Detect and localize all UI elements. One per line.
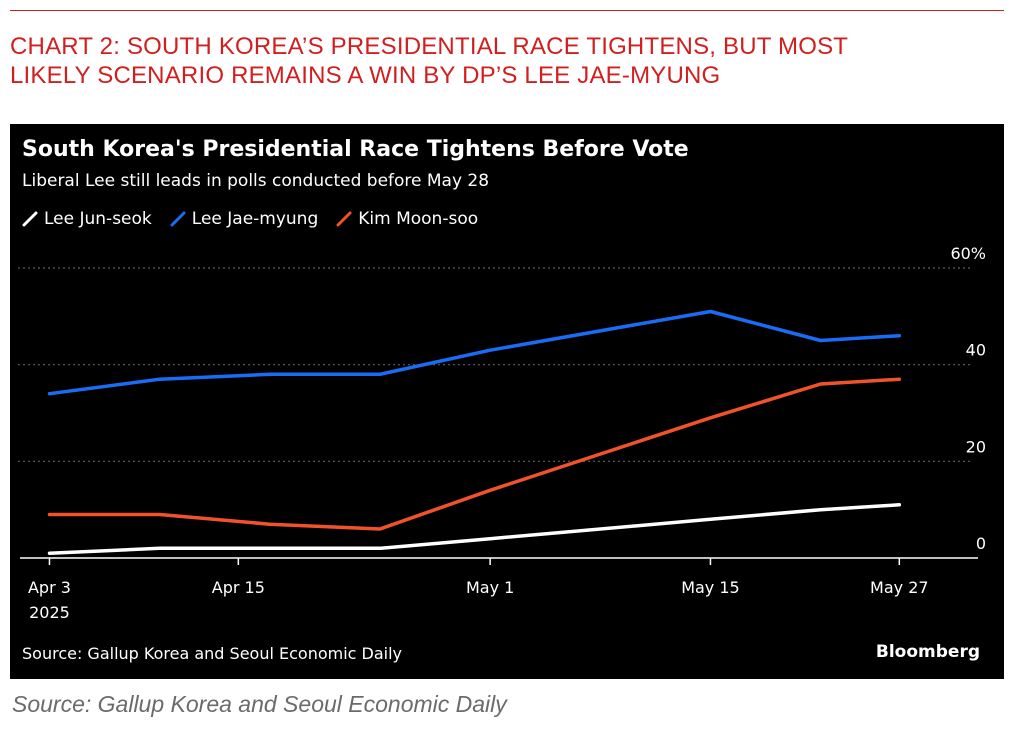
- bloomberg-logo: Bloomberg: [875, 642, 980, 662]
- footer-source: Source: Gallup Korea and Seoul Economic …: [12, 691, 507, 717]
- legend-label: Kim Moon-soo: [358, 209, 479, 229]
- y-tick-label: 0: [976, 534, 986, 553]
- legend-swatch-icon: [22, 211, 38, 227]
- chart-panel: 0 20 40 60% Apr 3 2025 Apr 15 May 1 May 15 May 27…: [10, 124, 1004, 679]
- y-tick-label: 60%: [950, 244, 986, 263]
- chart-heading: CHART 2: SOUTH KOREA’S PRESIDENTIAL RACE…: [10, 32, 1000, 90]
- y-tick-label: 40: [966, 341, 986, 360]
- x-tick-label: Apr 15: [212, 578, 265, 597]
- x-tick-label: Apr 3: [28, 578, 71, 597]
- legend-swatch-icon: [336, 211, 352, 227]
- legend-swatch-icon: [170, 211, 186, 227]
- legend-item: Kim Moon-soo: [336, 209, 478, 229]
- y-tick-label: 20: [966, 437, 986, 456]
- x-tick-sublabel: 2025: [29, 603, 70, 622]
- x-tick-label: May 27: [870, 578, 929, 597]
- series-line-lee-jun-seok: [47, 503, 902, 555]
- chart-heading-line-1: CHART 2: SOUTH KOREA’S PRESIDENTIAL RACE…: [10, 33, 849, 60]
- line-chart: 0 20 40 60% Apr 3 2025 Apr 15 May 1 May 15 May 27: [18, 244, 986, 622]
- legend-item: Lee Jun-seok: [22, 209, 152, 229]
- legend-item: Lee Jae-myung: [170, 209, 318, 229]
- chart-subtitle: Liberal Lee still leads in polls conduct…: [22, 171, 490, 191]
- chart-legend: Lee Jun-seok Lee Jae-myung Kim Moon-soo: [22, 209, 478, 229]
- x-tick-label: May 15: [681, 578, 740, 597]
- series-line-kim-moon-soo: [47, 377, 902, 531]
- chart-source-note: Source: Gallup Korea and Seoul Economic …: [22, 644, 403, 663]
- legend-label: Lee Jun-seok: [44, 209, 152, 229]
- top-rule: [10, 10, 1004, 11]
- chart-heading-line-2: LIKELY SCENARIO REMAINS A WIN BY DP’S LE…: [10, 62, 721, 89]
- x-tick-label: May 1: [466, 578, 514, 597]
- chart-title: South Korea's Presidential Race Tightens…: [22, 137, 689, 162]
- legend-label: Lee Jae-myung: [191, 209, 319, 229]
- series-line-lee-jae-myung: [47, 309, 902, 396]
